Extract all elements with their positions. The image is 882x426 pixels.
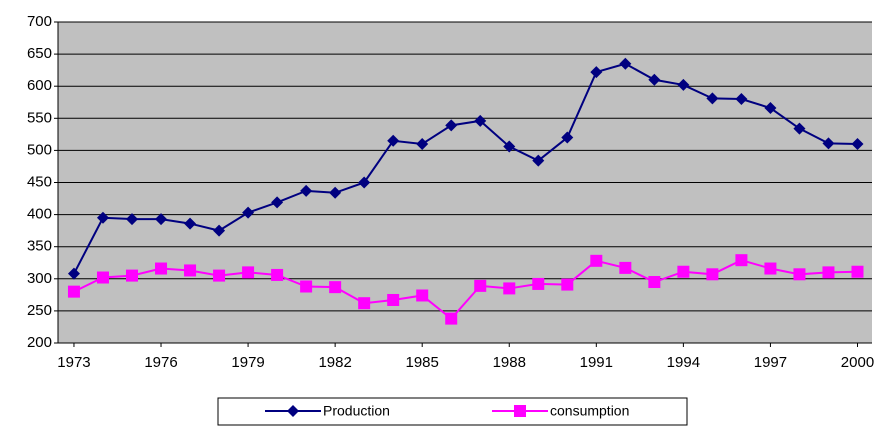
diamond-marker (184, 217, 197, 230)
square-marker (561, 278, 574, 291)
square-marker (387, 293, 400, 306)
x-tick-label: 1994 (667, 354, 700, 371)
square-marker (474, 279, 487, 292)
x-tick-label: 1982 (318, 354, 351, 371)
y-tick-label: 700 (27, 13, 52, 30)
legend: Production consumption (217, 397, 688, 426)
diamond-marker (851, 137, 864, 150)
square-marker (706, 268, 719, 281)
square-marker (648, 276, 661, 289)
x-tick-label: 1973 (57, 354, 90, 371)
square-marker (590, 254, 603, 267)
x-tick-label: 1976 (144, 354, 177, 371)
square-marker (514, 405, 526, 417)
diamond-marker (590, 66, 603, 79)
y-tick-label: 350 (27, 238, 52, 255)
diamond-marker (793, 122, 806, 135)
square-marker (67, 285, 80, 298)
series-line (73, 62, 858, 275)
x-tick-label: 1988 (493, 354, 526, 371)
square-marker (329, 281, 342, 294)
y-tick-label: 450 (27, 173, 52, 190)
y-tick-label: 600 (27, 77, 52, 94)
legend-label: consumption (550, 403, 629, 419)
series-line (73, 259, 858, 320)
y-tick-label: 200 (27, 334, 52, 351)
y-tick-label: 400 (27, 206, 52, 223)
square-marker (532, 277, 545, 290)
diamond-marker (213, 224, 226, 237)
diamond-marker (764, 102, 777, 115)
x-tick-label: 1979 (231, 354, 264, 371)
square-marker (358, 297, 371, 310)
square-marker (764, 262, 777, 275)
square-marker (735, 254, 748, 267)
square-marker (96, 271, 109, 284)
diamond-marker (445, 119, 458, 132)
square-marker (822, 266, 835, 279)
diamond-marker (287, 405, 299, 417)
square-marker (793, 268, 806, 281)
diamond-marker (358, 176, 371, 189)
x-tick-label: 2000 (841, 354, 874, 371)
square-marker (242, 266, 255, 279)
x-tick-label: 1985 (406, 354, 439, 371)
diamond-marker (329, 186, 342, 199)
diamond-marker (155, 213, 168, 226)
diamond-marker (67, 267, 80, 280)
x-tick-label: 1991 (580, 354, 613, 371)
y-tick-label: 500 (27, 141, 52, 158)
y-tick-label: 300 (27, 270, 52, 287)
diamond-marker (503, 140, 516, 153)
square-marker (155, 262, 168, 275)
square-marker (271, 268, 284, 281)
square-marker (851, 265, 864, 278)
square-marker (184, 264, 197, 277)
diamond-marker (242, 206, 255, 219)
y-tick-label: 250 (27, 302, 52, 319)
x-tick-label: 1997 (754, 354, 787, 371)
square-marker (619, 261, 632, 274)
square-marker (213, 269, 226, 282)
y-tick-label: 650 (27, 45, 52, 62)
diamond-marker (416, 137, 429, 150)
y-tick-label: 550 (27, 109, 52, 126)
diamond-marker (619, 57, 632, 70)
diamond-marker (735, 93, 748, 106)
diamond-marker (822, 137, 835, 150)
legend-label: Production (323, 403, 390, 419)
diamond-marker (96, 211, 109, 224)
diamond-marker (648, 73, 661, 86)
diamond-marker (126, 213, 138, 226)
square-marker (445, 312, 458, 325)
square-marker (300, 280, 313, 293)
square-marker (416, 289, 429, 302)
square-marker (677, 265, 690, 278)
diamond-marker (561, 131, 574, 144)
diamond-marker (474, 114, 487, 127)
diamond-marker (532, 154, 545, 167)
diamond-marker (706, 92, 719, 105)
diamond-marker (387, 134, 400, 147)
diamond-marker (300, 184, 313, 197)
diamond-marker (271, 196, 284, 209)
square-marker (503, 282, 516, 295)
diamond-marker (677, 78, 690, 91)
square-marker (126, 269, 138, 282)
